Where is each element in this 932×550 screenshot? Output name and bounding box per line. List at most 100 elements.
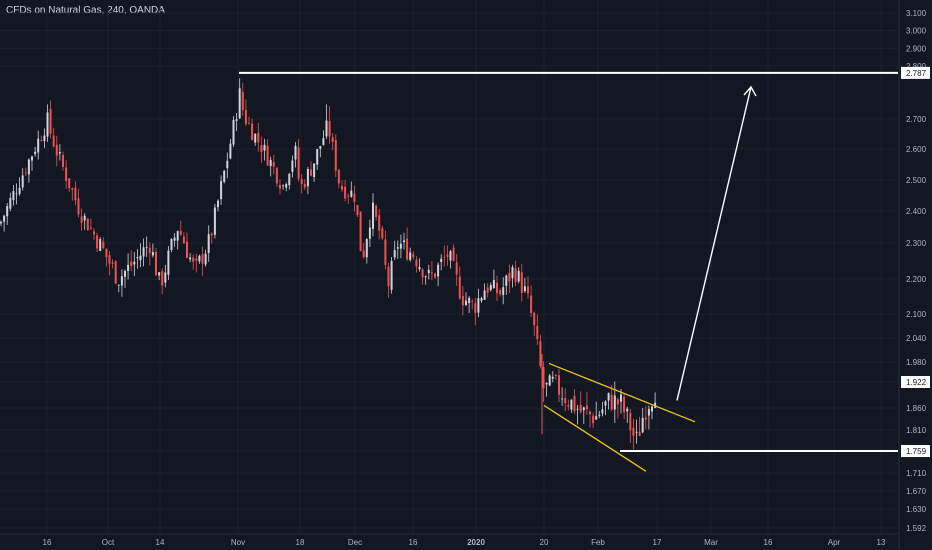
candle bbox=[220, 175, 223, 205]
candle bbox=[337, 168, 340, 189]
channel-upper-line bbox=[548, 362, 696, 423]
candle bbox=[204, 249, 207, 267]
candle bbox=[589, 410, 591, 428]
candle bbox=[195, 253, 198, 273]
candle bbox=[480, 296, 483, 303]
candle bbox=[108, 251, 111, 276]
candle bbox=[356, 204, 359, 217]
candle bbox=[288, 172, 291, 190]
candle bbox=[647, 405, 650, 430]
price-tick-label: 3.000 bbox=[906, 27, 927, 36]
candle bbox=[604, 400, 607, 416]
candle bbox=[551, 371, 554, 383]
candle bbox=[434, 272, 436, 280]
candle bbox=[300, 174, 303, 194]
candle bbox=[34, 146, 37, 157]
time-tick-label: 16 bbox=[43, 538, 52, 547]
candle bbox=[93, 228, 95, 240]
candle bbox=[564, 388, 567, 412]
time-tick-label: 14 bbox=[156, 538, 165, 547]
candle bbox=[331, 133, 334, 151]
candle bbox=[424, 275, 427, 285]
candle bbox=[83, 213, 86, 230]
candle bbox=[235, 112, 238, 132]
price-tick-label: 1.670 bbox=[906, 487, 927, 496]
candle bbox=[623, 393, 626, 419]
candle bbox=[303, 179, 306, 190]
price-tick-label: 2.900 bbox=[906, 44, 927, 53]
candle bbox=[68, 178, 71, 192]
candle bbox=[616, 397, 619, 419]
candle bbox=[294, 142, 297, 168]
price-tick-label: 1.980 bbox=[906, 358, 927, 367]
candle bbox=[372, 193, 374, 237]
candle bbox=[384, 230, 387, 270]
candle bbox=[213, 203, 216, 239]
candle bbox=[474, 297, 477, 326]
candle bbox=[514, 260, 517, 287]
time-tick-label: Mar bbox=[704, 538, 718, 547]
candle bbox=[96, 232, 99, 253]
candle bbox=[99, 237, 102, 252]
time-tick-label: Dec bbox=[348, 538, 362, 547]
candle bbox=[437, 262, 440, 287]
candle bbox=[291, 155, 294, 178]
candle bbox=[499, 288, 502, 297]
resistance-price-label: 2.787 bbox=[906, 69, 927, 78]
candle bbox=[182, 232, 185, 244]
time-axis: 16 Oct 14 Nov 18 Dec 16 2020 20 Feb 17 Mar 16 Apr 13 bbox=[0, 533, 898, 547]
candle bbox=[310, 161, 312, 177]
candle bbox=[52, 127, 55, 148]
candle bbox=[483, 283, 486, 300]
candle bbox=[248, 116, 250, 125]
candle bbox=[297, 139, 300, 182]
candle bbox=[263, 138, 266, 161]
candle bbox=[254, 133, 257, 146]
candle bbox=[241, 82, 244, 116]
candle bbox=[282, 184, 285, 190]
candle bbox=[455, 253, 458, 286]
support-price-label: 1.759 bbox=[906, 447, 927, 456]
candle bbox=[486, 283, 489, 298]
candle bbox=[527, 276, 529, 299]
candle bbox=[124, 269, 126, 288]
candle bbox=[86, 217, 89, 231]
candle bbox=[232, 116, 235, 148]
candle bbox=[629, 408, 632, 443]
candle bbox=[350, 181, 353, 198]
candle bbox=[55, 135, 58, 167]
candle bbox=[40, 135, 43, 142]
candle bbox=[403, 232, 405, 250]
time-tick-label: 16 bbox=[409, 538, 418, 547]
candle bbox=[325, 104, 328, 139]
candle bbox=[387, 262, 390, 298]
candle bbox=[471, 298, 474, 310]
candle bbox=[161, 268, 164, 295]
candle bbox=[173, 233, 176, 247]
candle bbox=[579, 391, 582, 414]
candle bbox=[37, 130, 40, 160]
candle bbox=[46, 104, 49, 142]
candle bbox=[598, 410, 601, 419]
candle bbox=[489, 282, 492, 292]
candle bbox=[477, 288, 480, 318]
candle bbox=[517, 267, 520, 284]
candle bbox=[257, 122, 260, 152]
candle bbox=[468, 296, 471, 313]
candle bbox=[607, 392, 610, 410]
candle bbox=[31, 155, 33, 171]
candle bbox=[533, 311, 536, 336]
candle bbox=[260, 136, 263, 163]
candle bbox=[443, 245, 446, 267]
price-tick-label: 1.860 bbox=[906, 404, 927, 413]
candle bbox=[164, 264, 167, 288]
candle bbox=[272, 154, 275, 175]
candle bbox=[306, 166, 309, 195]
candle bbox=[359, 211, 362, 252]
candle bbox=[635, 419, 638, 444]
candle bbox=[266, 139, 269, 166]
candle bbox=[15, 183, 18, 205]
candle bbox=[561, 387, 564, 406]
candle bbox=[449, 249, 452, 269]
